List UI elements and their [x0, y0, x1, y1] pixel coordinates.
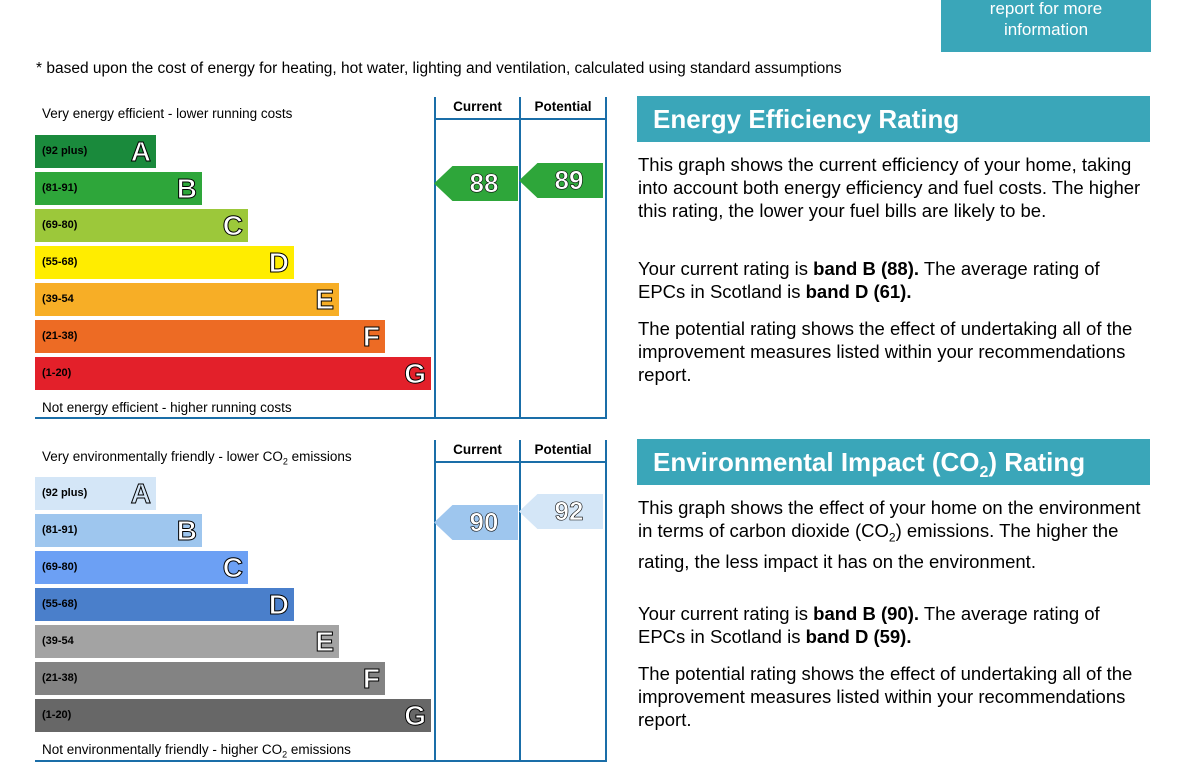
grid-line	[434, 118, 607, 120]
band-letter: A	[130, 136, 151, 168]
environment-band-c: (69-80) C	[35, 551, 248, 584]
energy-band-b: (81-91) B	[35, 172, 202, 205]
grid-line	[519, 440, 521, 762]
band-letter: B	[176, 173, 197, 205]
energy-potential-rating-arrow: 89	[519, 163, 603, 198]
band-range-label: (69-80)	[42, 561, 78, 573]
environmental-impact-heading: Environmental Impact (CO2) Rating	[637, 439, 1150, 485]
band-range-label: (39-54	[42, 293, 74, 305]
more-info-line1: report for more	[989, 0, 1103, 18]
energy-bottom-label: Not energy efficient - higher running co…	[42, 400, 292, 415]
energy-current-rating-text: Your current rating is band B (88). The …	[638, 258, 1100, 302]
energy-efficiency-heading: Energy Efficiency Rating	[637, 96, 1150, 142]
energy-description: This graph shows the current efficiency …	[638, 154, 1141, 221]
band-letter: D	[268, 247, 289, 279]
grid-line	[35, 760, 607, 762]
band-letter: F	[362, 321, 380, 353]
band-letter: C	[222, 210, 243, 242]
grid-line	[434, 461, 607, 463]
band-range-label: (92 plus)	[42, 145, 88, 157]
grid-line	[605, 97, 607, 419]
environment-band-e: (39-54 E	[35, 625, 339, 658]
potential-column-header: Potential	[534, 99, 592, 114]
band-range-label: (1-20)	[42, 709, 72, 721]
environment-current-rating-text: Your current rating is band B (90). The …	[638, 603, 1100, 647]
energy-band-e: (39-54 E	[35, 283, 339, 316]
band-letter: G	[404, 700, 427, 732]
band-letter: G	[404, 358, 427, 390]
footnote: * based upon the cost of energy for heat…	[36, 60, 842, 77]
energy-current-value: 88	[469, 168, 499, 199]
environment-current-value: 90	[469, 507, 499, 538]
grid-line	[519, 97, 521, 419]
band-range-label: (21-38)	[42, 672, 78, 684]
environment-potential-value: 92	[554, 496, 584, 527]
grid-line	[605, 440, 607, 762]
potential-column-header: Potential	[534, 442, 592, 457]
band-range-label: (55-68)	[42, 256, 78, 268]
current-column-header: Current	[453, 442, 502, 457]
band-range-label: (1-20)	[42, 367, 72, 379]
environment-potential-rating-arrow: 92	[519, 494, 603, 529]
energy-band-g: (1-20) G	[35, 357, 431, 390]
grid-line	[434, 440, 436, 762]
energy-band-f: (21-38) F	[35, 320, 385, 353]
environment-current-rating-arrow: 90	[434, 505, 518, 540]
band-letter: E	[315, 284, 335, 316]
grid-line	[434, 97, 436, 419]
band-letter: F	[362, 663, 380, 695]
more-information-button[interactable]: report for more information	[941, 0, 1151, 52]
band-range-label: (81-91)	[42, 182, 78, 194]
environment-band-g: (1-20) G	[35, 699, 431, 732]
band-range-label: (81-91)	[42, 524, 78, 536]
environment-bottom-label: Not environmentally friendly - higher CO…	[42, 742, 351, 760]
environment-band-d: (55-68) D	[35, 588, 294, 621]
grid-line	[35, 417, 607, 419]
band-range-label: (21-38)	[42, 330, 78, 342]
band-range-label: (69-80)	[42, 219, 78, 231]
energy-band-d: (55-68) D	[35, 246, 294, 279]
energy-band-a: (92 plus) A	[35, 135, 156, 168]
band-letter: C	[222, 552, 243, 584]
energy-current-rating-arrow: 88	[434, 166, 518, 201]
band-range-label: (92 plus)	[42, 487, 88, 499]
more-info-line2: information	[1003, 20, 1089, 39]
current-column-header: Current	[453, 99, 502, 114]
band-letter: A	[130, 478, 151, 510]
energy-potential-value: 89	[554, 165, 584, 196]
energy-potential-text: The potential rating shows the effect of…	[638, 318, 1133, 385]
energy-band-c: (69-80) C	[35, 209, 248, 242]
environment-band-b: (81-91) B	[35, 514, 202, 547]
environment-description: This graph shows the effect of your home…	[638, 497, 1141, 572]
environment-potential-text: The potential rating shows the effect of…	[638, 663, 1133, 730]
environment-top-label: Very environmentally friendly - lower CO…	[42, 449, 352, 467]
band-range-label: (55-68)	[42, 598, 78, 610]
band-letter: B	[176, 515, 197, 547]
band-range-label: (39-54	[42, 635, 74, 647]
environment-band-f: (21-38) F	[35, 662, 385, 695]
band-letter: E	[315, 626, 335, 658]
environment-band-a: (92 plus) A	[35, 477, 156, 510]
band-letter: D	[268, 589, 289, 621]
energy-top-label: Very energy efficient - lower running co…	[42, 106, 293, 121]
